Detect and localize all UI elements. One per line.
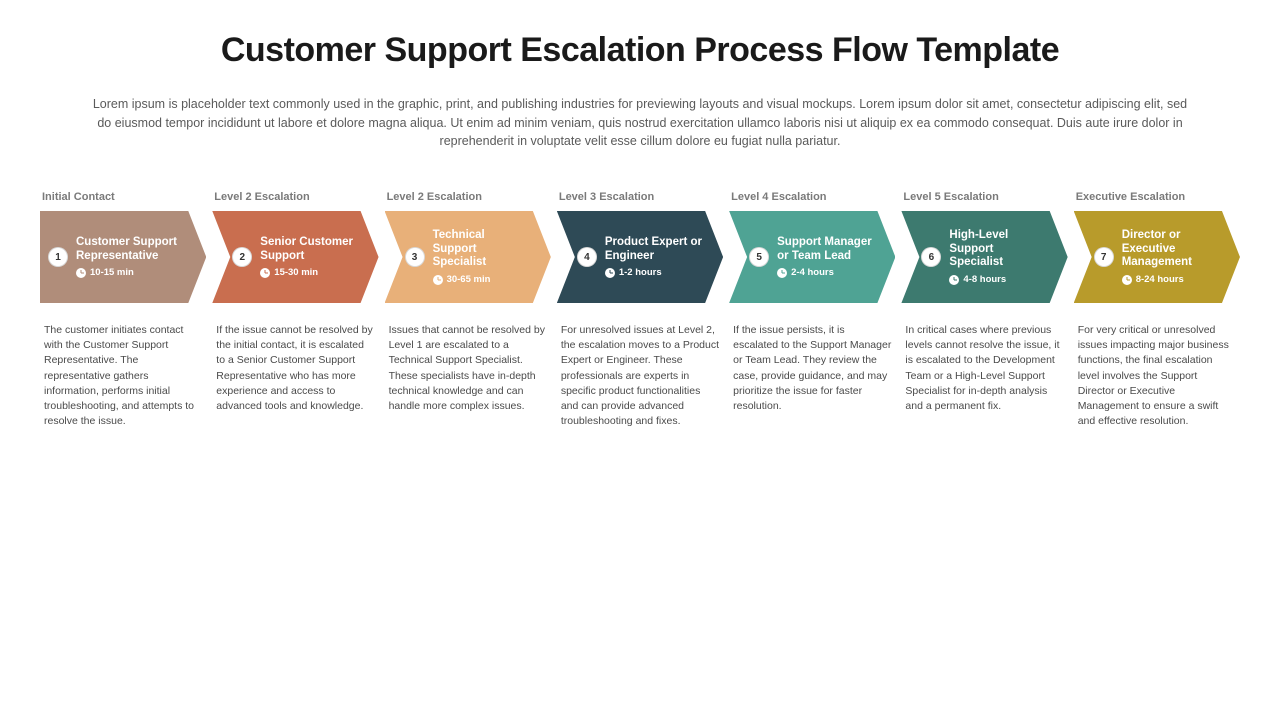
step-role: Senior Customer Support [260, 236, 358, 264]
step-time-row: 15-30 min [260, 267, 358, 278]
step-role: Technical Support Specialist [433, 229, 531, 270]
step-description: If the issue cannot be resolved by the i… [212, 323, 378, 430]
step-level-label: Level 5 Escalation [901, 191, 1067, 203]
step-description: In critical cases where previous levels … [901, 323, 1067, 430]
step-role: Customer Support Representative [76, 236, 186, 264]
step-time: 8-24 hours [1136, 274, 1184, 285]
step-description: If the issue persists, it is escalated t… [729, 323, 895, 430]
flow-step: Level 2 Escalation 3 Technical Support Spe… [385, 191, 551, 303]
step-level-label: Level 2 Escalation [212, 191, 378, 203]
clock-icon [949, 275, 959, 285]
step-level-label: Initial Contact [40, 191, 206, 203]
step-role: Director or Executive Management [1122, 229, 1220, 270]
arrow-content: 1 Customer Support Representative 10-15 mi… [40, 236, 206, 279]
step-role: Support Manager or Team Lead [777, 236, 875, 264]
arrow-text-wrap: Director or Executive Management 8-24 hou… [1122, 229, 1240, 285]
step-description: Issues that cannot be resolved by Level … [385, 323, 551, 430]
step-time: 1-2 hours [619, 267, 662, 278]
step-time: 10-15 min [90, 267, 134, 278]
arrow-content: 3 Technical Support Specialist 30-65 min [385, 229, 551, 285]
step-time-row: 4-8 hours [949, 274, 1047, 285]
arrow-content: 4 Product Expert or Engineer 1-2 hours [557, 236, 723, 279]
step-arrow: 3 Technical Support Specialist 30-65 min [385, 211, 551, 303]
step-description: For unresolved issues at Level 2, the es… [557, 323, 723, 430]
arrow-text-wrap: Senior Customer Support 15-30 min [260, 236, 378, 279]
step-arrow: 5 Support Manager or Team Lead 2-4 hours [729, 211, 895, 303]
description-row: The customer initiates contact with the … [40, 323, 1240, 430]
page-subtitle: Lorem ipsum is placeholder text commonly… [90, 95, 1190, 151]
step-arrow: 6 High-Level Support Specialist 4-8 hours [901, 211, 1067, 303]
step-time-row: 2-4 hours [777, 267, 875, 278]
page-title: Customer Support Escalation Process Flow… [40, 30, 1240, 71]
step-time: 4-8 hours [963, 274, 1006, 285]
flow-step: Level 2 Escalation 2 Senior Customer Suppo… [212, 191, 378, 303]
clock-icon [1122, 275, 1132, 285]
flow-step: Level 5 Escalation 6 High-Level Support Sp… [901, 191, 1067, 303]
step-level-label: Level 2 Escalation [385, 191, 551, 203]
arrow-text-wrap: Customer Support Representative 10-15 min [76, 236, 206, 279]
step-number-badge: 5 [749, 247, 769, 267]
step-arrow: 4 Product Expert or Engineer 1-2 hours [557, 211, 723, 303]
step-description: For very critical or unresolved issues i… [1074, 323, 1240, 430]
step-time-row: 8-24 hours [1122, 274, 1220, 285]
step-level-label: Level 3 Escalation [557, 191, 723, 203]
step-arrow: 1 Customer Support Representative 10-15 mi… [40, 211, 206, 303]
step-number-badge: 6 [921, 247, 941, 267]
arrow-text-wrap: Technical Support Specialist 30-65 min [433, 229, 551, 285]
step-number-badge: 2 [232, 247, 252, 267]
step-level-label: Level 4 Escalation [729, 191, 895, 203]
step-level-label: Executive Escalation [1074, 191, 1240, 203]
step-role: High-Level Support Specialist [949, 229, 1047, 270]
clock-icon [605, 268, 615, 278]
step-arrow: 7 Director or Executive Management 8-24 ho… [1074, 211, 1240, 303]
flow-step: Level 3 Escalation 4 Product Expert or Eng… [557, 191, 723, 303]
arrow-content: 7 Director or Executive Management 8-24 ho… [1074, 229, 1240, 285]
clock-icon [260, 268, 270, 278]
arrow-content: 2 Senior Customer Support 15-30 min [212, 236, 378, 279]
step-number-badge: 4 [577, 247, 597, 267]
clock-icon [433, 275, 443, 285]
step-time: 30-65 min [447, 274, 491, 285]
step-number-badge: 7 [1094, 247, 1114, 267]
step-description: The customer initiates contact with the … [40, 323, 206, 430]
clock-icon [76, 268, 86, 278]
flow-step: Executive Escalation 7 Director or Executi… [1074, 191, 1240, 303]
step-time-row: 10-15 min [76, 267, 186, 278]
flow-step: Level 4 Escalation 5 Support Manager or Te… [729, 191, 895, 303]
arrow-content: 5 Support Manager or Team Lead 2-4 hours [729, 236, 895, 279]
arrow-text-wrap: Product Expert or Engineer 1-2 hours [605, 236, 723, 279]
clock-icon [777, 268, 787, 278]
flow-step: Initial Contact 1 Customer Support Represe… [40, 191, 206, 303]
step-number-badge: 1 [48, 247, 68, 267]
arrow-content: 6 High-Level Support Specialist 4-8 hours [901, 229, 1067, 285]
arrow-text-wrap: Support Manager or Team Lead 2-4 hours [777, 236, 895, 279]
step-time: 2-4 hours [791, 267, 834, 278]
step-time-row: 30-65 min [433, 274, 531, 285]
step-arrow: 2 Senior Customer Support 15-30 min [212, 211, 378, 303]
arrow-text-wrap: High-Level Support Specialist 4-8 hours [949, 229, 1067, 285]
flow-row: Initial Contact 1 Customer Support Represe… [40, 191, 1240, 303]
step-number-badge: 3 [405, 247, 425, 267]
step-time-row: 1-2 hours [605, 267, 703, 278]
step-time: 15-30 min [274, 267, 318, 278]
step-role: Product Expert or Engineer [605, 236, 703, 264]
